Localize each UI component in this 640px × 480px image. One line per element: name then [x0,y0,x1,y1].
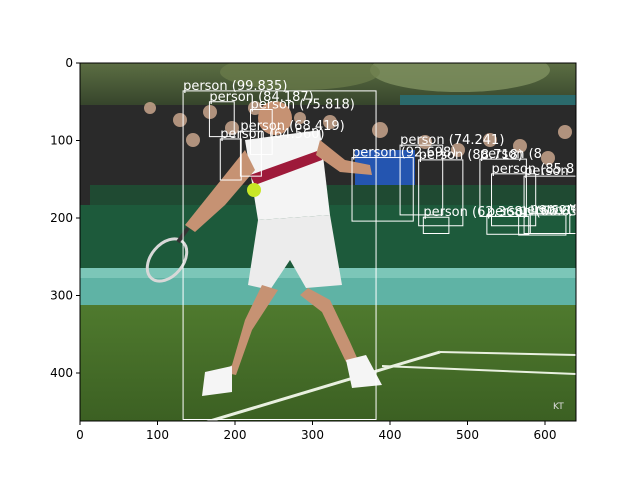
detection-label: person (99.835) [183,79,287,94]
detection-box [422,216,450,235]
detection-label: person (8 [480,147,542,162]
detection-box [518,214,567,236]
detection-label: person ( [530,201,584,216]
tennis-player [145,101,382,396]
detection-label: person (68.419) [240,119,344,134]
y-tick-label: 100 [50,134,73,148]
detection-box [219,138,242,181]
detection-label: person [524,164,569,179]
x-tick-label: 200 [224,428,247,442]
photo [80,63,576,421]
axes-frame [79,62,577,422]
y-tick-label: 400 [50,366,73,380]
detection-label: person (64.560) [220,127,324,142]
x-tick-label: 600 [534,428,557,442]
y-tick-label: 0 [65,56,73,70]
detection-box [399,144,444,216]
x-tick-label: 500 [456,428,479,442]
detection-label: person (92.698) [352,146,456,161]
detection-box [529,212,571,235]
x-tick-label: 300 [301,428,324,442]
detection-label: person (86.0 [519,203,602,218]
detection-label: person (74.241) [400,133,504,148]
detection-label: person (85.8 [492,162,575,177]
detection-box [239,130,262,177]
y-tick-label: 200 [50,211,73,225]
x-tick-label: 100 [146,428,169,442]
detection-label: person (75.818) [251,98,355,113]
detection-box [486,215,530,235]
detection-overlay: person (99.835) person (92.698) person (84… [182,79,602,421]
detection-box [351,157,414,222]
detection-box [182,90,377,421]
detection-box [418,159,464,227]
detection-label: person (84.187) [209,90,313,105]
x-tick-label: 0 [76,428,84,442]
axis-ticks: 0 100 200 300 400 500 600 0 100 200 300 400 [50,56,556,442]
detection-box [491,173,537,227]
y-tick-label: 300 [50,289,73,303]
watermark: KT [553,402,564,412]
x-tick-label: 400 [379,428,402,442]
detection-label: person (66.658) [487,204,591,219]
detection-box [208,101,235,138]
